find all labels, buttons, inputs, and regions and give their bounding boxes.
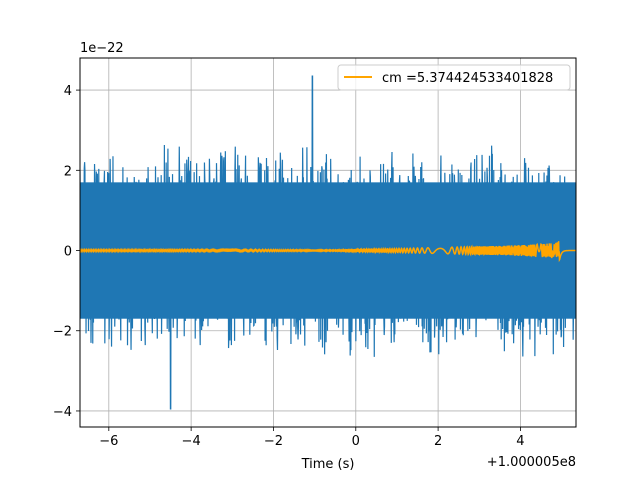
plot-frame: [79, 57, 577, 428]
chirp-series-line: [80, 241, 576, 263]
y-tick-label: 0: [64, 245, 72, 260]
x-tick-label: 2: [434, 434, 442, 449]
x-tick-label: −6: [99, 434, 118, 449]
x-tick-label: 0: [352, 434, 360, 449]
y-axis-ticks: −4 −2 0 2 4: [53, 84, 80, 420]
series-group: [80, 75, 576, 410]
y-tick-label: −4: [53, 405, 72, 420]
y-tick-label: −2: [53, 325, 72, 340]
y-tick-label: 2: [64, 164, 72, 179]
x-axis-ticks: −6 −4 −2 0 2 4: [99, 427, 525, 449]
y-tick-label: 4: [64, 84, 72, 99]
legend-entry-label: cm =5.374424533401828: [382, 71, 553, 86]
y-scale-label: 1e−22: [80, 41, 124, 56]
x-axis-label: Time (s): [301, 457, 355, 472]
x-tick-label: −2: [264, 434, 283, 449]
legend-box: [337, 64, 571, 91]
x-tick-label: 4: [516, 434, 524, 449]
legend: cm =5.374424533401828: [337, 64, 571, 91]
x-offset-label: +1.000005e8: [487, 455, 576, 470]
x-tick-label: −4: [182, 434, 201, 449]
